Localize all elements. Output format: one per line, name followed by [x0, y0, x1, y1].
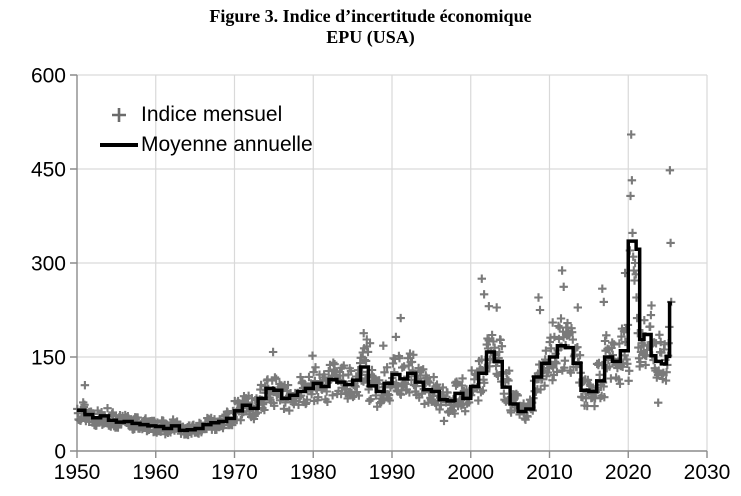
y-axis-tick-label: 600 [31, 65, 66, 88]
legend-label-annual: Moyenne annuelle [141, 133, 313, 156]
x-axis-tick-label: 1980 [290, 461, 337, 484]
x-axis-tick-label: 2010 [526, 461, 573, 484]
chart-legend: Indice mensuel Moyenne annuelle [100, 100, 313, 160]
x-axis-tick-label: 1950 [54, 461, 101, 484]
y-axis-tick-label: 300 [31, 253, 66, 276]
chart-subtitle: EPU (USA) [326, 27, 415, 47]
annual-mean-line [77, 239, 672, 433]
plus-marker-icon [100, 106, 141, 124]
axis-lines [70, 74, 708, 458]
y-axis-tick-label: 0 [54, 441, 66, 464]
x-axis-tick-label: 1990 [369, 461, 416, 484]
x-axis-tick-label: 2000 [447, 461, 494, 484]
x-axis-tick-label: 1960 [132, 461, 179, 484]
x-axis-tick-label: 2030 [684, 461, 731, 484]
y-axis-tick-label: 450 [31, 159, 66, 182]
legend-item-monthly-index: Indice mensuel [100, 100, 313, 130]
line-swatch-icon [100, 143, 141, 147]
legend-label-monthly: Indice mensuel [141, 103, 283, 126]
y-axis-tick-label: 150 [31, 347, 66, 370]
legend-item-annual-mean: Moyenne annuelle [100, 130, 313, 160]
chart-title-block: Figure 3. Indice d’incertitude économiqu… [0, 5, 741, 48]
chart-title: Figure 3. Indice d’incertitude économiqu… [209, 6, 532, 26]
x-axis-tick-label: 2020 [605, 461, 652, 484]
monthly-index-scatter [73, 130, 676, 440]
x-axis-tick-label: 1970 [211, 461, 258, 484]
